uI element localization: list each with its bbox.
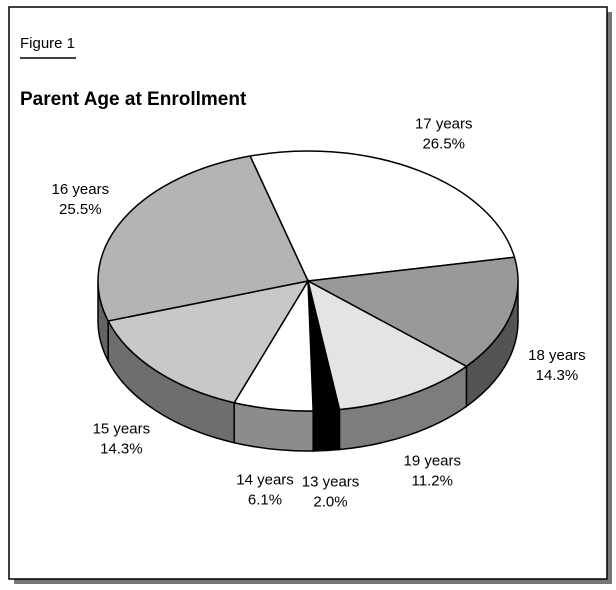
slice-label: 18 years xyxy=(528,347,586,364)
pie-tops xyxy=(97,150,519,412)
pie-slice xyxy=(249,150,516,282)
slice-value-label: 6.1% xyxy=(248,492,282,509)
slice-label: 19 years xyxy=(403,453,461,470)
pie-slice xyxy=(97,155,310,322)
slice-value-label: 11.2% xyxy=(412,473,453,490)
slice-label: 13 years xyxy=(302,473,360,490)
pie-slice xyxy=(305,256,519,368)
slice-value-label: 25.5% xyxy=(59,201,102,218)
pie-side xyxy=(312,408,341,452)
pie-labels: 17 years 26.5% 18 years 14.3% 19 years 11.2% 1… xyxy=(52,116,586,511)
slice-value-label: 2.0% xyxy=(313,493,347,510)
slice-label: 15 years xyxy=(93,421,151,438)
pie-slice xyxy=(306,279,468,411)
slice-label: 14 years xyxy=(236,472,294,489)
slice-value-label: 26.5% xyxy=(422,136,465,153)
chart-title: Parent Age at Enrollment xyxy=(20,89,247,110)
slice-value-label: 14.3% xyxy=(100,441,143,458)
slice-value-label: 14.3% xyxy=(536,367,579,384)
figure-label: Figure 1 xyxy=(20,35,75,52)
slice-label: 16 years xyxy=(52,181,110,198)
slice-label: 17 years xyxy=(415,116,473,133)
